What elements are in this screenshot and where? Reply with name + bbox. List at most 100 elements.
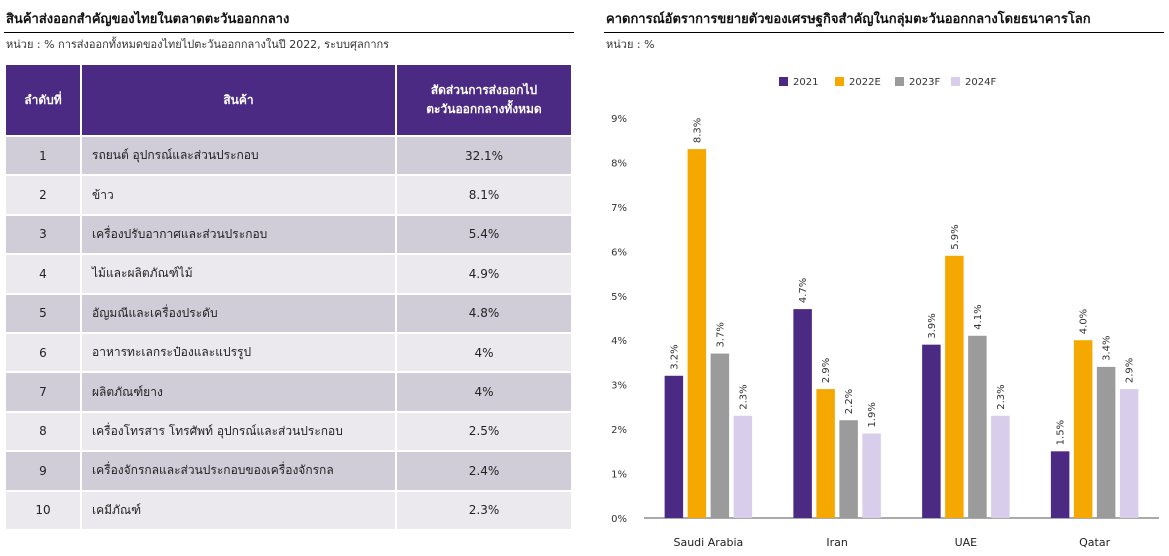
legend-label: 2022E bbox=[849, 77, 881, 88]
data-label: 1.9% bbox=[867, 402, 878, 427]
y-tick-label: 0% bbox=[611, 514, 627, 525]
data-label: 2.3% bbox=[738, 384, 749, 409]
bar bbox=[1119, 389, 1139, 518]
growth-panel: คาดการณ์อัตราการขยายตัวของเศรษฐกิจสำคัญใ… bbox=[604, 0, 1164, 549]
cell-item: เครื่องโทรสาร โทรศัพท์ อุปกรณ์และส่วนประ… bbox=[80, 410, 397, 453]
growth-title-rule bbox=[604, 32, 1164, 33]
cell-item: เครื่องจักรกลและส่วนประกอบของเครื่องจักร… bbox=[80, 450, 397, 492]
y-tick-label: 9% bbox=[611, 114, 627, 125]
category-label: Saudi Arabia bbox=[673, 536, 743, 549]
y-tick-label: 6% bbox=[611, 247, 627, 258]
y-tick-label: 5% bbox=[611, 292, 627, 303]
bar bbox=[687, 149, 707, 518]
bar bbox=[945, 255, 964, 518]
bar bbox=[733, 415, 753, 518]
cell-item: เคมีภัณฑ์ bbox=[80, 489, 397, 531]
cell-item: ไม้และผลิตภัณฑ์ไม้ bbox=[80, 253, 397, 295]
cell-rank: 7 bbox=[4, 371, 82, 413]
header-share-line1: สัดส่วนการส่งออกไป bbox=[430, 83, 538, 97]
table-row: 3 เครื่องปรับอากาศและส่วนประกอบ 5.4% bbox=[4, 213, 573, 256]
data-label: 2.9% bbox=[821, 358, 832, 383]
y-tick-label: 8% bbox=[611, 158, 627, 169]
legend-swatch bbox=[779, 77, 788, 86]
legend-swatch bbox=[835, 77, 844, 86]
cell-item: เครื่องปรับอากาศและส่วนประกอบ bbox=[80, 213, 397, 256]
y-tick-label: 1% bbox=[611, 470, 627, 481]
data-label: 3.9% bbox=[927, 313, 938, 338]
table-row: 2 ข้าว 8.1% bbox=[4, 174, 573, 216]
header-rank: ลำดับที่ bbox=[4, 63, 82, 137]
table-row: 5 อัญมณีและเครื่องประดับ 4.8% bbox=[4, 292, 573, 334]
data-label: 2.9% bbox=[1125, 358, 1136, 383]
table-row: 6 อาหารทะเลกระป๋องและแปรรูป 4% bbox=[4, 331, 573, 374]
header-share: สัดส่วนการส่งออกไป ตะวันออกกลางทั้งหมด bbox=[395, 63, 573, 137]
data-label: 2.2% bbox=[844, 389, 855, 414]
data-label: 3.4% bbox=[1102, 335, 1113, 360]
y-tick-label: 2% bbox=[611, 425, 627, 436]
cell-share: 32.1% bbox=[395, 134, 573, 177]
header-item: สินค้า bbox=[80, 63, 397, 137]
exports-title: สินค้าส่งออกสำคัญของไทยในตลาดตะวันออกกลา… bbox=[6, 12, 290, 27]
table-header-row: ลำดับที่ สินค้า สัดส่วนการส่งออกไป ตะวัน… bbox=[4, 63, 573, 137]
cell-rank: 6 bbox=[4, 331, 82, 374]
table-row: 9 เครื่องจักรกลและส่วนประกอบของเครื่องจัก… bbox=[4, 450, 573, 492]
bar bbox=[839, 420, 858, 518]
cell-share: 2.3% bbox=[395, 489, 573, 531]
category-label: UAE bbox=[955, 536, 978, 549]
cell-share: 4% bbox=[395, 371, 573, 413]
cell-share: 8.1% bbox=[395, 174, 573, 216]
legend-label: 2024F bbox=[965, 77, 996, 88]
y-tick-label: 4% bbox=[611, 336, 627, 347]
bar bbox=[862, 433, 881, 518]
exports-title-rule bbox=[4, 32, 574, 33]
table-row: 1 รถยนต์ อุปกรณ์และส่วนประกอบ 32.1% bbox=[4, 134, 573, 177]
table-row: 4 ไม้และผลิตภัณฑ์ไม้ 4.9% bbox=[4, 253, 573, 295]
cell-rank: 2 bbox=[4, 174, 82, 216]
cell-share: 4.9% bbox=[395, 253, 573, 295]
cell-item: อัญมณีและเครื่องประดับ bbox=[80, 292, 397, 334]
table-row: 8 เครื่องโทรสาร โทรศัพท์ อุปกรณ์และส่วนปร… bbox=[4, 410, 573, 453]
header-share-line2: ตะวันออกกลางทั้งหมด bbox=[426, 102, 542, 116]
data-label: 5.9% bbox=[950, 224, 961, 249]
cell-item: รถยนต์ อุปกรณ์และส่วนประกอบ bbox=[80, 134, 397, 177]
data-label: 3.2% bbox=[669, 344, 680, 369]
bar bbox=[968, 335, 987, 518]
bar bbox=[664, 375, 684, 518]
bar bbox=[922, 344, 941, 518]
data-label: 3.7% bbox=[715, 322, 726, 347]
y-tick-label: 3% bbox=[611, 381, 627, 392]
category-label: Qatar bbox=[1079, 536, 1110, 549]
data-label: 4.1% bbox=[973, 304, 984, 329]
data-label: 4.7% bbox=[798, 278, 809, 303]
legend-label: 2021 bbox=[793, 77, 818, 88]
legend-label: 2023F bbox=[909, 77, 940, 88]
exports-table: ลำดับที่ สินค้า สัดส่วนการส่งออกไป ตะวัน… bbox=[4, 63, 573, 531]
cell-share: 2.5% bbox=[395, 410, 573, 453]
bar bbox=[991, 415, 1010, 518]
cell-rank: 4 bbox=[4, 253, 82, 295]
data-label: 2.3% bbox=[996, 384, 1007, 409]
cell-rank: 5 bbox=[4, 292, 82, 334]
category-label: Iran bbox=[826, 536, 848, 549]
table-row: 10 เคมีภัณฑ์ 2.3% bbox=[4, 489, 573, 531]
y-tick-label: 7% bbox=[611, 203, 627, 214]
exports-unit-note: หน่วย : % การส่งออกทั้งหมดของไทยไปตะวันอ… bbox=[6, 38, 390, 51]
bar bbox=[1096, 366, 1116, 518]
bar bbox=[710, 353, 730, 518]
data-label: 8.3% bbox=[692, 118, 703, 143]
bar bbox=[1050, 451, 1070, 518]
exports-panel: สินค้าส่งออกสำคัญของไทยในตลาดตะวันออกกลา… bbox=[4, 0, 574, 531]
bar bbox=[816, 389, 835, 518]
cell-item: อาหารทะเลกระป๋องและแปรรูป bbox=[80, 331, 397, 374]
cell-item: ข้าว bbox=[80, 174, 397, 216]
cell-item: ผลิตภัณฑ์ยาง bbox=[80, 371, 397, 413]
data-label: 1.5% bbox=[1056, 420, 1067, 445]
cell-share: 5.4% bbox=[395, 213, 573, 256]
legend-swatch bbox=[895, 77, 904, 86]
table-row: 7 ผลิตภัณฑ์ยาง 4% bbox=[4, 371, 573, 413]
bar bbox=[793, 309, 812, 518]
cell-share: 4% bbox=[395, 331, 573, 374]
growth-title: คาดการณ์อัตราการขยายตัวของเศรษฐกิจสำคัญใ… bbox=[606, 12, 1091, 27]
data-label: 4.0% bbox=[1079, 309, 1090, 334]
growth-unit-note: หน่วย : % bbox=[606, 38, 655, 51]
